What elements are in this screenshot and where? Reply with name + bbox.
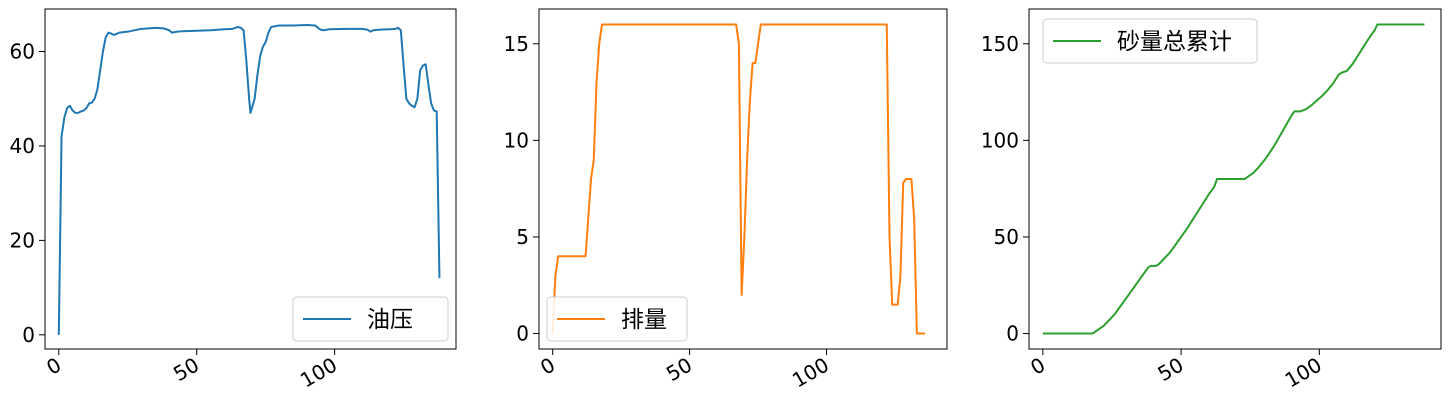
legend: 油压 bbox=[292, 296, 449, 342]
legend: 排量 bbox=[546, 296, 688, 342]
legend: 砂量总累计 bbox=[1042, 18, 1258, 64]
legend-box bbox=[292, 296, 449, 342]
series-line bbox=[551, 23, 926, 335]
y-tick-label: 50 bbox=[994, 225, 1019, 249]
axes-frame bbox=[538, 8, 948, 350]
y-tick-label: 5 bbox=[516, 225, 529, 249]
y-tick-label: 15 bbox=[504, 32, 529, 56]
series-line bbox=[57, 24, 441, 335]
y-tick-label: 150 bbox=[981, 32, 1019, 56]
legend-box bbox=[546, 296, 688, 342]
y-tick-label: 0 bbox=[516, 322, 529, 346]
axes-frame bbox=[44, 8, 457, 350]
y-tick-label: 20 bbox=[10, 228, 35, 252]
y-tick-label: 10 bbox=[504, 128, 529, 152]
legend-label: 油压 bbox=[367, 307, 413, 333]
y-tick-label: 100 bbox=[981, 128, 1019, 152]
y-tick-label: 0 bbox=[22, 323, 35, 347]
axes-frame bbox=[1028, 8, 1442, 350]
legend-label: 砂量总累计 bbox=[1117, 29, 1232, 55]
series-line bbox=[1042, 23, 1425, 335]
legend-label: 排量 bbox=[621, 307, 667, 333]
y-tick-label: 0 bbox=[1006, 322, 1019, 346]
y-tick-label: 60 bbox=[10, 40, 35, 64]
y-tick-label: 40 bbox=[10, 134, 35, 158]
legend-box bbox=[1042, 18, 1258, 64]
